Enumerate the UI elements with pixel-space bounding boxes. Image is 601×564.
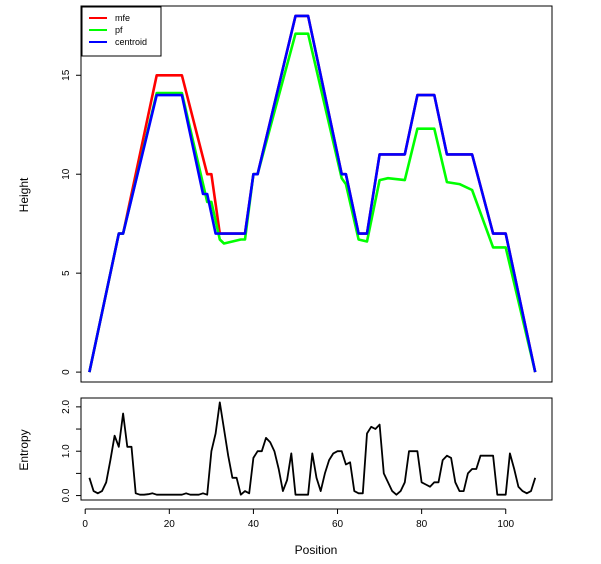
legend: mfe pf centroid (81, 6, 162, 57)
x-tick-label: 40 (248, 519, 260, 530)
entropy-plot-frame (80, 397, 553, 501)
x-axis-label: Position (295, 543, 338, 557)
entropy-y-tick-label: 0.0 (61, 488, 72, 502)
legend-label-pf: pf (115, 25, 123, 35)
series-line-pf (88, 32, 537, 373)
height-plot-frame (80, 5, 553, 383)
x-tick-label: 100 (497, 519, 514, 530)
x-tick-label: 0 (82, 519, 88, 530)
height-y-tick-label: 5 (61, 270, 72, 276)
height-series-lines (88, 14, 537, 373)
x-tick-label: 80 (416, 519, 428, 530)
entropy-y-axis: 0.0 1.0 2.0 (61, 399, 81, 503)
height-panel: 0 5 10 15 Height mfe pf centroid (17, 5, 553, 383)
entropy-panel: 0.0 1.0 2.0 0 20 40 60 80 100 Entropy Position (17, 397, 553, 557)
entropy-y-tick-label: 1.0 (61, 444, 72, 458)
legend-box (81, 6, 162, 57)
legend-label-centroid: centroid (115, 37, 147, 47)
series-line-mfe (88, 14, 537, 373)
entropy-y-label: Entropy (17, 429, 31, 470)
legend-label-mfe: mfe (115, 13, 130, 23)
height-y-label: Height (17, 177, 31, 212)
series-line-entropy (88, 401, 537, 496)
series-line-centroid (88, 14, 537, 373)
entropy-x-axis: 0 20 40 60 80 100 (82, 508, 515, 530)
height-y-tick-label: 0 (61, 369, 72, 375)
height-y-tick-label: 10 (61, 168, 72, 180)
x-tick-label: 20 (164, 519, 176, 530)
x-tick-label: 60 (332, 519, 344, 530)
entropy-series-lines (88, 401, 537, 496)
height-y-axis: 0 5 10 15 (61, 69, 81, 375)
height-y-tick-label: 15 (61, 69, 72, 81)
entropy-y-tick-label: 2.0 (61, 399, 72, 413)
